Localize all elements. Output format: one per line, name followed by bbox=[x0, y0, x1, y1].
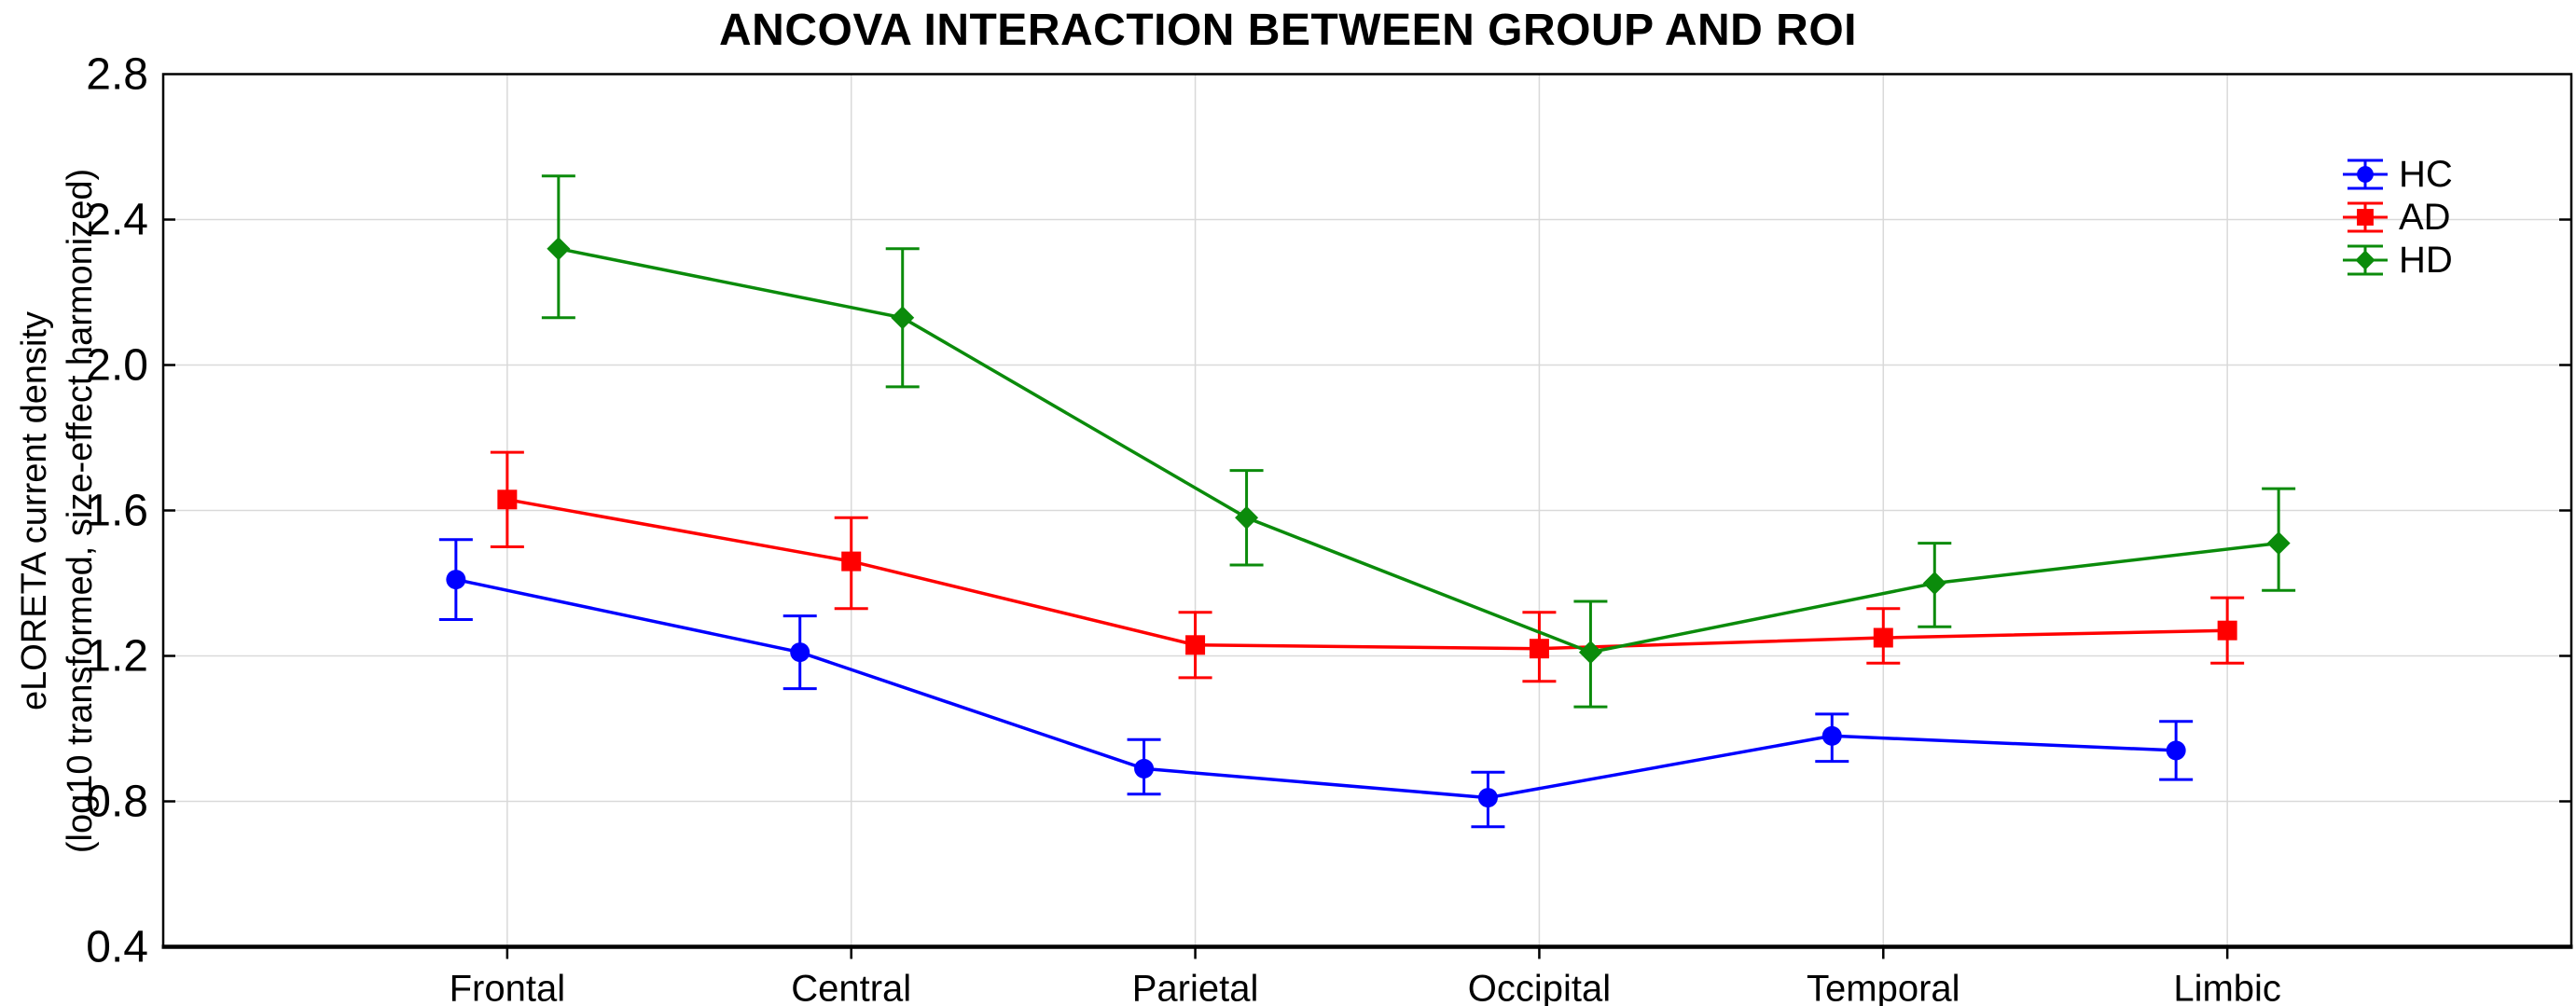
x-tick-label: Temporal bbox=[1807, 969, 1960, 1006]
y-tick-label: 0.8 bbox=[86, 778, 148, 827]
data-point-square bbox=[2217, 620, 2237, 641]
x-tick-label: Occipital bbox=[1468, 969, 1611, 1006]
chart-title: ANCOVA INTERACTION BETWEEN GROUP AND ROI bbox=[718, 6, 1858, 55]
data-point-circle bbox=[446, 570, 466, 590]
legend-marker-ad-icon bbox=[2343, 201, 2388, 233]
data-point-diamond bbox=[1922, 572, 1946, 595]
legend: HC AD HD bbox=[2343, 154, 2453, 281]
legend-marker-hc-icon bbox=[2343, 158, 2388, 190]
data-point-square bbox=[1873, 627, 1893, 648]
series-hd bbox=[541, 174, 2296, 709]
data-point-diamond bbox=[1578, 641, 1602, 665]
legend-label-ad: AD bbox=[2399, 197, 2451, 238]
data-point-square bbox=[1529, 639, 1549, 659]
x-tick-label: Limbic bbox=[2173, 969, 2281, 1006]
y-tick-label: 2.4 bbox=[86, 196, 148, 245]
series-line bbox=[506, 498, 2228, 651]
legend-item-hd: HD bbox=[2343, 240, 2453, 281]
series-line bbox=[455, 577, 2177, 800]
data-point-square bbox=[1185, 635, 1206, 655]
data-point-diamond bbox=[547, 237, 571, 261]
data-point-diamond bbox=[2355, 250, 2375, 270]
legend-label-hc: HC bbox=[2399, 154, 2453, 195]
x-tick-label: Central bbox=[791, 969, 911, 1006]
x-tick-label: Frontal bbox=[450, 969, 566, 1006]
legend-marker-hd-icon bbox=[2343, 244, 2388, 276]
data-point-square bbox=[2357, 209, 2374, 226]
legend-item-hc: HC bbox=[2343, 154, 2453, 195]
series-hc bbox=[438, 538, 2194, 829]
y-tick-label: 1.2 bbox=[86, 632, 148, 682]
data-point-circle bbox=[1134, 758, 1155, 779]
x-tick-label: Parietal bbox=[1132, 969, 1259, 1006]
data-point-diamond bbox=[2266, 531, 2291, 556]
data-point-circle bbox=[2357, 166, 2374, 183]
legend-item-ad: AD bbox=[2343, 197, 2453, 238]
y-tick-label: 2.0 bbox=[86, 341, 148, 391]
data-point-square bbox=[841, 551, 862, 572]
y-tick-label: 0.4 bbox=[86, 923, 148, 972]
data-point-circle bbox=[1821, 725, 1842, 746]
data-point-circle bbox=[790, 642, 810, 663]
data-point-diamond bbox=[1235, 505, 1259, 530]
data-point-diamond bbox=[891, 306, 915, 330]
series-ad bbox=[490, 450, 2245, 683]
data-point-circle bbox=[1477, 788, 1498, 808]
y-tick-label: 2.8 bbox=[86, 50, 148, 100]
data-point-square bbox=[497, 489, 518, 510]
data-point-circle bbox=[2166, 740, 2186, 761]
y-tick-label: 1.6 bbox=[86, 487, 148, 536]
series-line bbox=[558, 246, 2279, 655]
legend-label-hd: HD bbox=[2399, 240, 2453, 281]
